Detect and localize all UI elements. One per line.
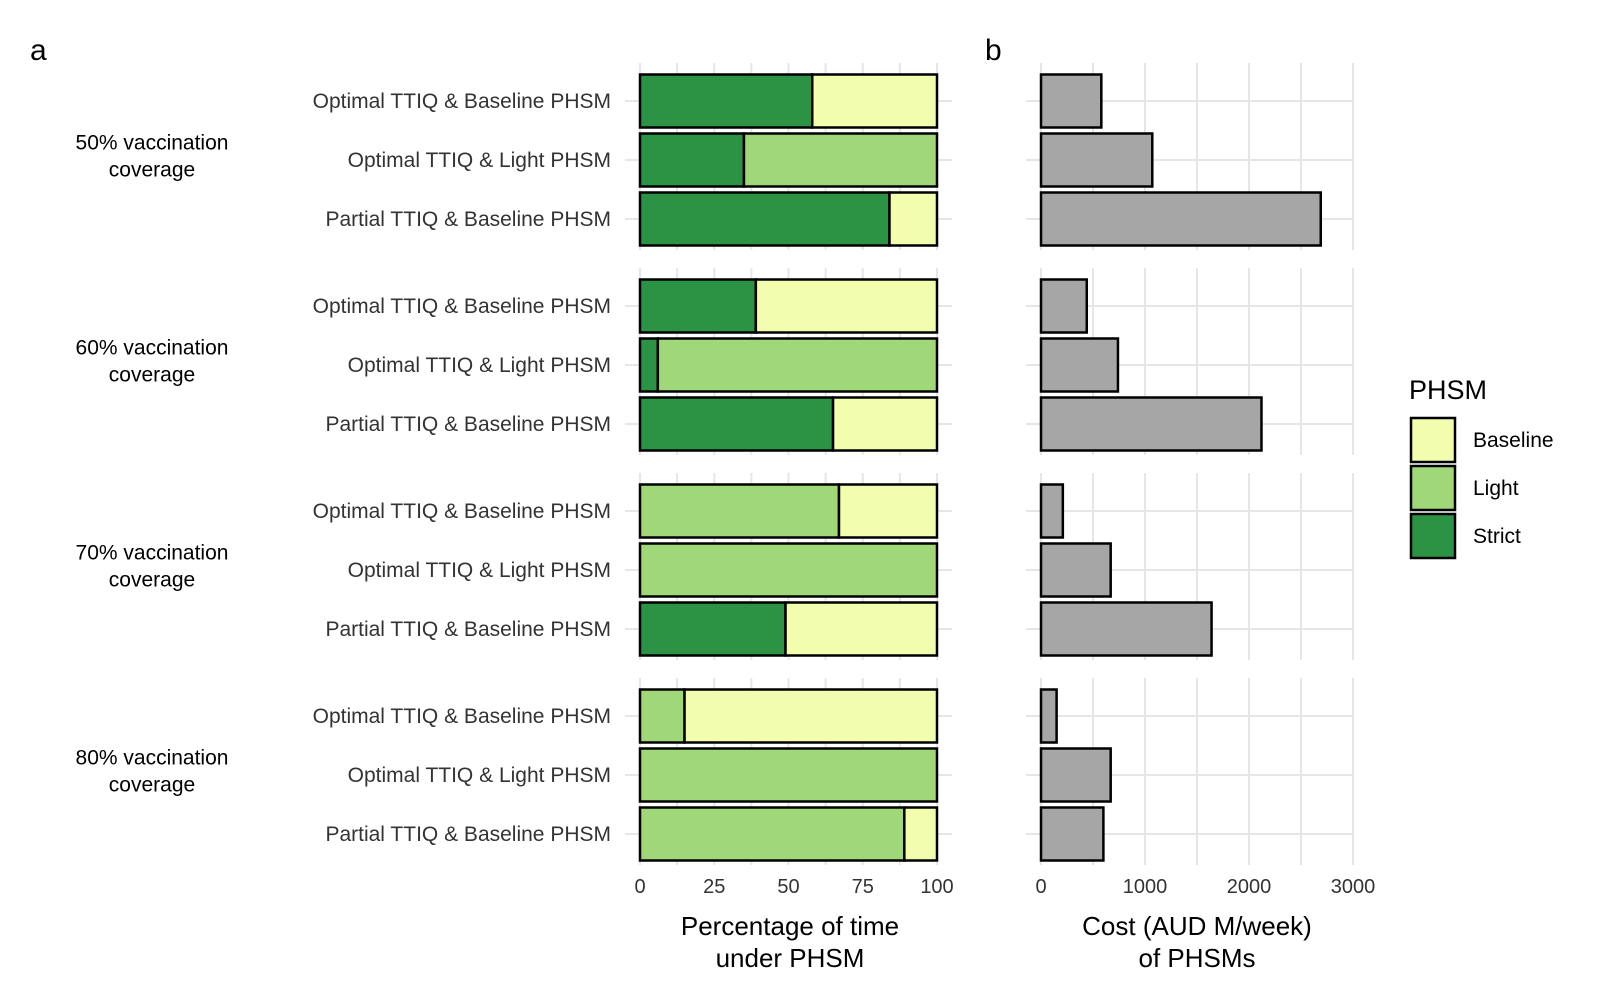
bar-cost: [1039, 806, 1105, 862]
panel-label-b: b: [985, 34, 1002, 67]
tick-label-b: 2000: [1227, 876, 1272, 898]
category-label: Optimal TTIQ & Baseline PHSM: [313, 90, 611, 113]
bars: [638, 73, 1323, 862]
bar-cost: [1039, 747, 1112, 803]
legend-title: PHSM: [1409, 375, 1487, 405]
group-label: 80% vaccination: [76, 747, 229, 770]
bar-cost: [1039, 688, 1058, 744]
legend-label-baseline: Baseline: [1473, 429, 1554, 452]
legend: PHSM Baseline Light Strict: [1409, 375, 1554, 560]
bar-strict: [638, 132, 746, 188]
category-label: Optimal TTIQ & Light PHSM: [348, 149, 611, 172]
bar-strict: [638, 191, 891, 247]
bar-light: [638, 542, 939, 598]
tick-label-a: 25: [703, 876, 725, 898]
bar-light: [638, 806, 906, 862]
bar-strict: [638, 337, 660, 393]
bar-baseline: [784, 601, 939, 657]
tick-label-b: 1000: [1123, 876, 1168, 898]
group-label: 60% vaccination: [76, 337, 229, 360]
category-label: Optimal TTIQ & Light PHSM: [348, 559, 611, 582]
axis-title-a: under PHSM: [716, 943, 865, 973]
tick-label-a: 75: [852, 876, 874, 898]
tick-label-b: 0: [1035, 876, 1046, 898]
bar-strict: [638, 278, 758, 334]
tick-label-a: 100: [920, 876, 953, 898]
bar-baseline: [683, 688, 939, 744]
legend-label-light: Light: [1473, 477, 1519, 500]
bar-strict: [638, 396, 835, 452]
tick-label-b: 3000: [1331, 876, 1376, 898]
bar-strict: [638, 73, 814, 129]
bar-cost: [1039, 396, 1263, 452]
bar-baseline: [811, 73, 939, 129]
bar-cost: [1039, 542, 1112, 598]
group-label: 70% vaccination: [76, 542, 229, 565]
bar-cost: [1039, 132, 1154, 188]
bar-light: [656, 337, 939, 393]
tick-label-a: 50: [777, 876, 799, 898]
category-label: Optimal TTIQ & Light PHSM: [348, 764, 611, 787]
bar-strict: [638, 601, 787, 657]
group-label: coverage: [109, 569, 195, 592]
category-label: Partial TTIQ & Baseline PHSM: [325, 208, 611, 231]
bar-baseline: [837, 483, 939, 539]
category-label: Optimal TTIQ & Baseline PHSM: [313, 295, 611, 318]
axis-title-b: Cost (AUD M/week): [1082, 911, 1312, 941]
group-label: coverage: [109, 159, 195, 182]
tick-label-a: 0: [634, 876, 645, 898]
bar-baseline: [754, 278, 939, 334]
panel-label-a: a: [30, 34, 47, 67]
bar-cost: [1039, 278, 1089, 334]
bar-cost: [1039, 483, 1065, 539]
bar-cost: [1039, 601, 1213, 657]
bar-cost: [1039, 337, 1120, 393]
bar-cost: [1039, 73, 1103, 129]
category-label: Partial TTIQ & Baseline PHSM: [325, 413, 611, 436]
bar-light: [638, 688, 686, 744]
axis-title-b: of PHSMs: [1138, 943, 1255, 973]
category-label: Optimal TTIQ & Light PHSM: [348, 354, 611, 377]
category-label: Optimal TTIQ & Baseline PHSM: [313, 705, 611, 728]
group-label: 50% vaccination: [76, 132, 229, 155]
axis-title-a: Percentage of time: [681, 911, 899, 941]
category-label: Partial TTIQ & Baseline PHSM: [325, 618, 611, 641]
legend-swatch-baseline: [1409, 416, 1457, 464]
bar-baseline: [903, 806, 939, 862]
group-label: coverage: [109, 364, 195, 387]
legend-label-strict: Strict: [1473, 525, 1521, 548]
legend-swatch-strict: [1409, 512, 1457, 560]
group-label: coverage: [109, 774, 195, 797]
bar-cost: [1039, 191, 1323, 247]
bar-light: [742, 132, 939, 188]
labels: 50% vaccination coverage Optimal TTIQ & Ba…: [76, 90, 1376, 973]
category-label: Optimal TTIQ & Baseline PHSM: [313, 500, 611, 523]
bar-light: [638, 483, 841, 539]
bar-light: [638, 747, 939, 803]
category-label: Partial TTIQ & Baseline PHSM: [325, 823, 611, 846]
bar-baseline: [888, 191, 939, 247]
legend-swatch-light: [1409, 464, 1457, 512]
bar-baseline: [831, 396, 939, 452]
